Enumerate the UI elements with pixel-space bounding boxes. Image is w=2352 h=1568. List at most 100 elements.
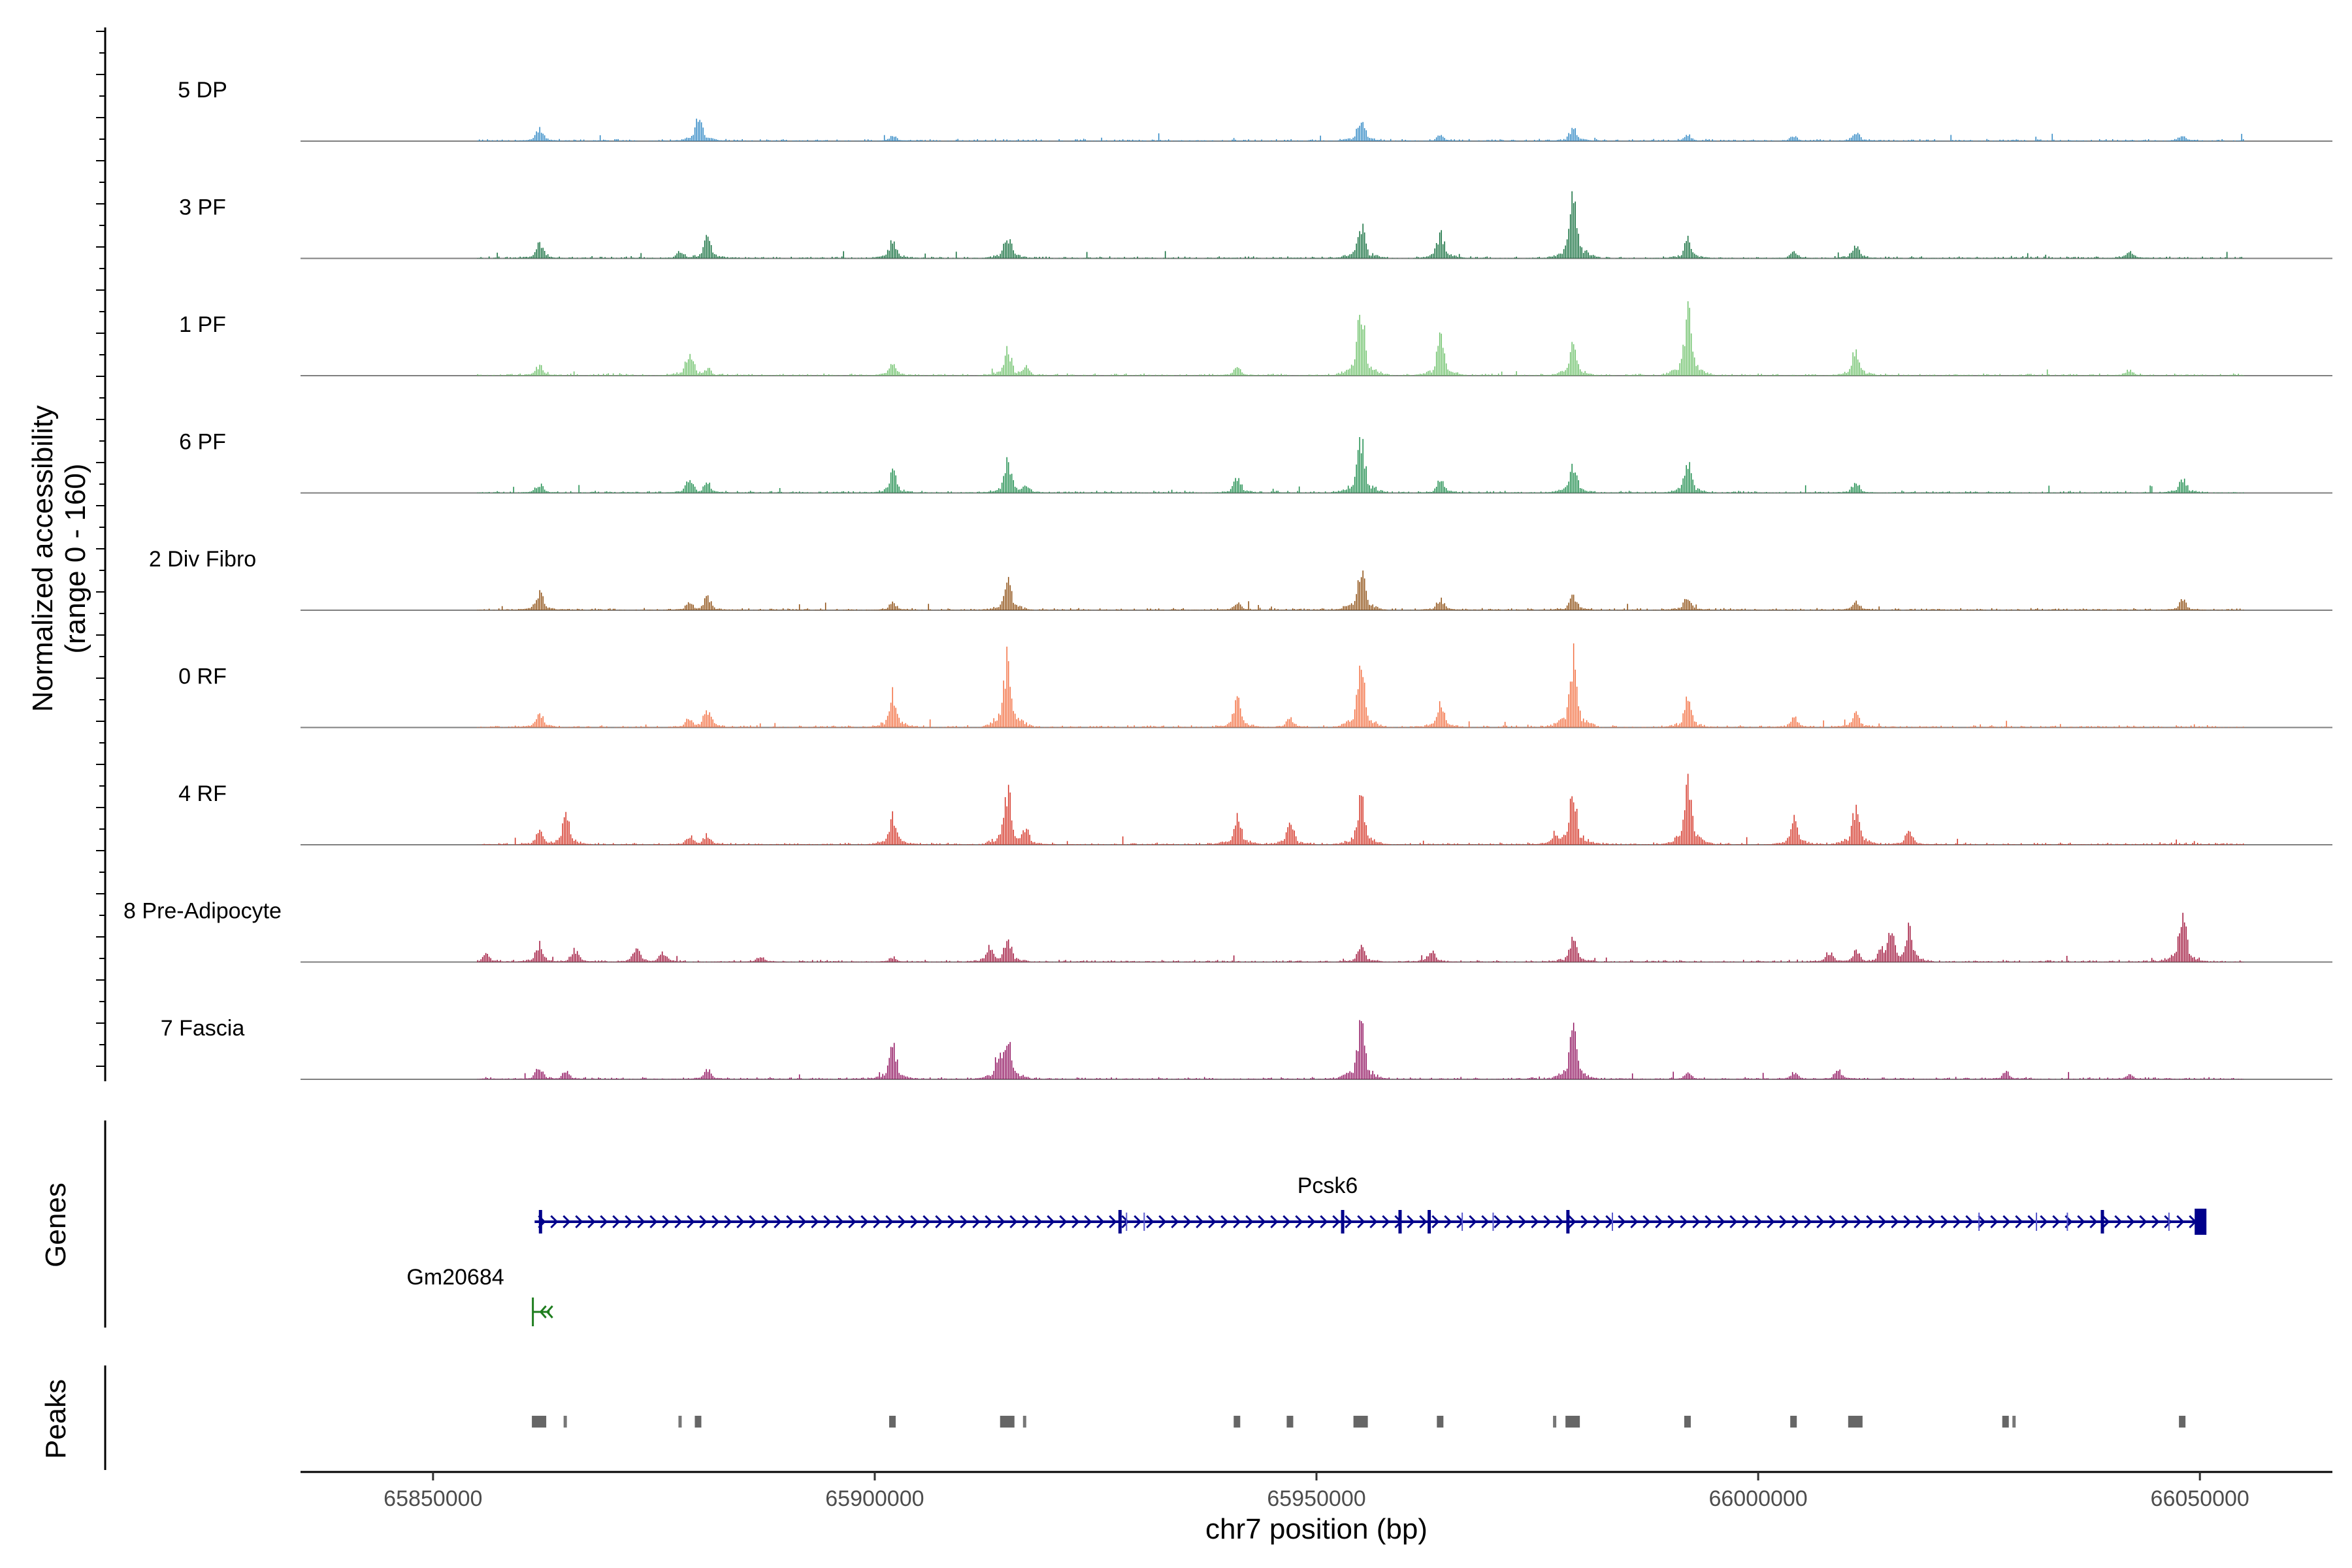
strand-arrow	[1369, 1215, 1378, 1229]
strand-arrow	[2040, 1215, 2048, 1229]
strand-arrow	[1580, 1215, 1589, 1229]
track-label: 0 RF	[178, 664, 227, 689]
strand-arrow	[923, 1215, 931, 1229]
strand-arrow	[1431, 1215, 1440, 1229]
strand-arrow	[1779, 1215, 1788, 1229]
track-8-pre-adipocyte: 8 Pre-Adipocyte	[123, 899, 2332, 963]
strand-arrow	[1642, 1215, 1651, 1229]
track-label: 8 Pre-Adipocyte	[123, 899, 282, 924]
strand-arrow	[2002, 1215, 2011, 1229]
strand-arrow	[1059, 1215, 1068, 1229]
strand-arrow	[575, 1215, 583, 1229]
strand-arrow	[1245, 1215, 1254, 1229]
strand-arrow	[1419, 1215, 1428, 1229]
strand-arrow	[1407, 1215, 1415, 1229]
gene-panel: Pcsk6 Gm20684	[406, 1173, 2207, 1326]
strand-arrow	[699, 1215, 708, 1229]
strand-arrow	[1345, 1215, 1353, 1229]
coverage-area	[477, 191, 2244, 259]
gene-exon	[1118, 1210, 1122, 1233]
strand-arrow	[2102, 1215, 2110, 1229]
strand-arrow	[2114, 1215, 2123, 1229]
strand-arrow	[1928, 1215, 1936, 1229]
coverage-area	[477, 570, 2244, 610]
strand-arrow	[1084, 1215, 1092, 1229]
x-tick-label: 66000000	[1708, 1486, 1807, 1511]
strand-arrow	[1109, 1215, 1117, 1229]
strand-arrow	[960, 1215, 968, 1229]
strand-arrow	[1556, 1215, 1564, 1229]
strand-arrow	[1953, 1215, 1961, 1229]
strand-arrow	[1767, 1215, 1775, 1229]
strand-arrow	[2089, 1215, 2098, 1229]
strand-arrow	[786, 1215, 794, 1229]
strand-arrow	[1295, 1215, 1303, 1229]
peak-mark	[1286, 1416, 1294, 1428]
gene-exon	[2195, 1209, 2207, 1235]
x-tick-label: 65950000	[1267, 1486, 1365, 1511]
gene-exon	[538, 1210, 542, 1233]
strand-arrow	[2151, 1215, 2160, 1229]
strand-arrow	[2139, 1215, 2148, 1229]
gene-label: Gm20684	[406, 1265, 504, 1290]
strand-arrow	[1233, 1215, 1241, 1229]
x-tick-label: 66050000	[2151, 1486, 2249, 1511]
strand-arrow	[1096, 1215, 1105, 1229]
x-tick-label: 65850000	[384, 1486, 482, 1511]
strand-arrow	[823, 1215, 832, 1229]
strand-arrow	[1307, 1215, 1316, 1229]
strand-arrow	[711, 1215, 720, 1229]
peak-mark	[2179, 1416, 2186, 1428]
strand-arrow	[2077, 1215, 2085, 1229]
strand-arrow	[1717, 1215, 1725, 1229]
strand-arrow	[873, 1215, 881, 1229]
strand-arrow	[587, 1215, 596, 1229]
strand-arrow	[724, 1215, 732, 1229]
strand-arrow	[1804, 1215, 1812, 1229]
track-7-fascia: 7 Fascia	[161, 1016, 2332, 1080]
strand-arrow	[1183, 1215, 1192, 1229]
peak-mark	[694, 1416, 702, 1428]
strand-arrow	[1158, 1215, 1167, 1229]
strand-arrow	[1965, 1215, 1974, 1229]
peak-mark	[889, 1416, 896, 1428]
strand-arrow	[1891, 1215, 1899, 1229]
strand-arrow	[1854, 1215, 1862, 1229]
gene-exon	[2100, 1210, 2104, 1233]
strand-arrow	[2127, 1215, 2135, 1229]
strand-arrow	[1618, 1215, 1626, 1229]
peak-mark	[1565, 1416, 1580, 1428]
gene-gm20684: Gm20684	[406, 1265, 553, 1326]
strand-arrow	[662, 1215, 670, 1229]
strand-arrow	[1903, 1215, 1912, 1229]
strand-arrow	[1518, 1215, 1527, 1229]
strand-arrow	[1990, 1215, 1999, 1229]
strand-arrow	[1630, 1215, 1639, 1229]
coverage-area	[477, 301, 2244, 376]
strand-arrow	[935, 1215, 943, 1229]
strand-arrow	[1034, 1215, 1043, 1229]
gene-exon	[1398, 1210, 1402, 1233]
strand-arrow	[774, 1215, 782, 1229]
strand-arrow	[1742, 1215, 1750, 1229]
coverage-area	[477, 118, 2244, 141]
gene-exon	[1341, 1210, 1345, 1233]
track-label: 2 Div Fibro	[149, 547, 256, 572]
strand-arrow	[2015, 1215, 2023, 1229]
peak-mark	[1022, 1416, 1026, 1428]
strand-arrow	[2176, 1215, 2185, 1229]
strand-arrow	[1047, 1215, 1055, 1229]
strand-arrow	[600, 1215, 608, 1229]
strand-arrow	[612, 1215, 621, 1229]
strand-arrow	[649, 1215, 658, 1229]
strand-arrow	[848, 1215, 857, 1229]
strand-arrow	[1469, 1215, 1477, 1229]
coverage-area	[477, 774, 2244, 845]
strand-arrow	[885, 1215, 894, 1229]
peak-mark	[1553, 1416, 1557, 1428]
strand-arrow	[637, 1215, 645, 1229]
strand-arrow	[1009, 1215, 1018, 1229]
strand-arrow	[687, 1215, 695, 1229]
strand-arrow	[1978, 1215, 1986, 1229]
